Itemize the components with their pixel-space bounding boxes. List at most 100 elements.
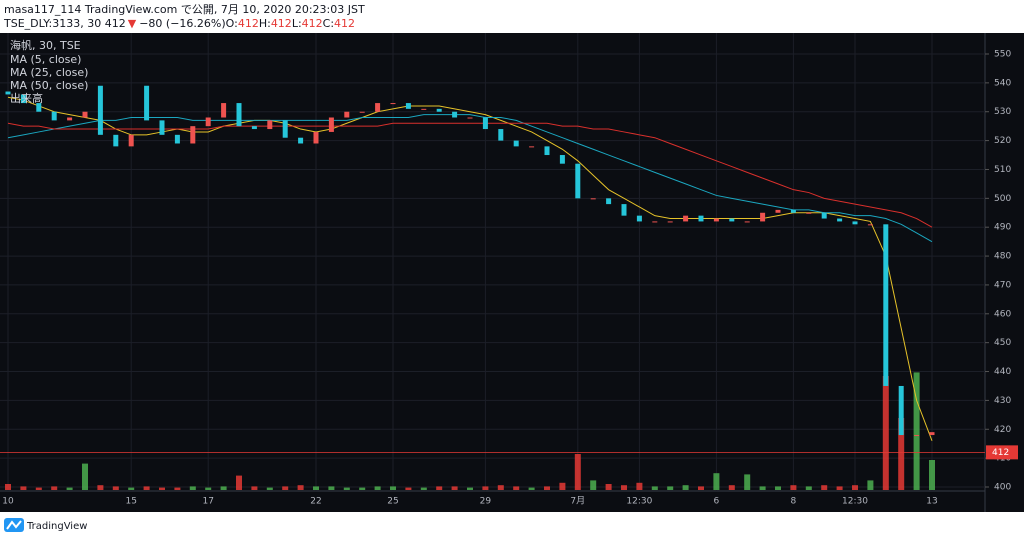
candle-body: [20, 94, 26, 104]
y-tick-label: 500: [994, 194, 1011, 204]
volume-bar: [128, 487, 135, 490]
candle-body: [159, 120, 165, 135]
x-tick-label: 12:30: [842, 497, 868, 507]
candle-body: [590, 198, 596, 200]
volume-bar: [35, 487, 42, 490]
candle-body: [821, 212, 827, 219]
candle-body: [806, 212, 812, 214]
candle-body: [190, 126, 196, 144]
x-tick-label: 12:30: [626, 497, 652, 507]
volume-bar: [682, 485, 689, 490]
volume-bar: [5, 484, 11, 490]
volume-bar: [220, 486, 227, 490]
candle-body: [498, 129, 504, 141]
candle-body: [113, 134, 119, 147]
candle-body: [513, 140, 519, 147]
candle-body: [544, 146, 550, 156]
legend-entry: MA (5, close): [10, 53, 81, 66]
volume-bar: [266, 487, 273, 490]
volume-bar: [405, 487, 412, 490]
candle-body: [82, 111, 88, 118]
chart-background: [0, 33, 1024, 512]
candle-body: [359, 111, 365, 113]
y-tick-label: 510: [994, 165, 1011, 175]
volume-bar: [698, 486, 704, 490]
x-tick-label: 6: [714, 497, 720, 507]
volume-bar: [497, 485, 504, 490]
volume-bar: [467, 487, 473, 490]
volume-bar: [112, 486, 119, 490]
volume-bar: [282, 486, 289, 490]
last-price-box: [986, 445, 1018, 460]
candle-body: [282, 120, 288, 138]
ohlc-value: 412: [334, 17, 355, 30]
candle-body: [898, 385, 904, 436]
ohlc-value: 412: [271, 17, 292, 30]
candle-body: [452, 111, 458, 118]
ohlc-label: C:: [323, 17, 334, 30]
y-tick-label: 420: [994, 425, 1011, 435]
last-price-label: 412: [992, 448, 1009, 458]
candle-body: [729, 218, 735, 222]
volume-bar: [867, 480, 874, 490]
volume-bar: [805, 486, 812, 490]
candle-body: [36, 103, 42, 112]
footer-brand: TradingView: [26, 521, 87, 532]
y-tick-label: 400: [994, 483, 1011, 493]
header-line: masa117_114 TradingView.com で公開, 7月 10, …: [4, 3, 365, 16]
volume-bar: [390, 486, 396, 490]
volume-bar: [821, 485, 828, 490]
candle-body: [713, 218, 719, 222]
legend-entry: MA (25, close): [10, 66, 88, 79]
legend-entry: 出来高: [10, 91, 43, 105]
candle-body: [5, 91, 11, 95]
y-tick-label: 470: [994, 280, 1011, 290]
y-tick-label: 480: [994, 252, 1011, 262]
candle-body: [174, 134, 180, 144]
volume-bar: [651, 486, 658, 490]
candle-body: [298, 137, 304, 144]
volume-bar: [82, 463, 88, 490]
candle-body: [144, 85, 150, 121]
candle-body: [837, 218, 843, 222]
volume-bar: [728, 485, 735, 490]
volume-bar: [20, 486, 27, 490]
ma-line: [7, 114, 933, 243]
candle-body: [636, 215, 642, 222]
candle-body: [97, 85, 103, 135]
volume-bar: [328, 486, 335, 490]
y-tick-label: 550: [994, 50, 1011, 60]
candle-body: [621, 204, 627, 216]
y-tick-label: 520: [994, 136, 1011, 146]
volume-bar: [51, 486, 58, 490]
candle-body: [529, 146, 535, 148]
volume-bar: [544, 486, 550, 490]
volume-bar: [236, 475, 242, 490]
x-tick-label: 29: [480, 497, 492, 507]
candle-body: [914, 435, 920, 437]
volume-bar: [420, 487, 427, 490]
candle-body: [405, 103, 411, 109]
logo: [4, 518, 24, 532]
candle-body: [683, 215, 689, 222]
candle-body: [775, 209, 781, 213]
candle-body: [867, 224, 873, 226]
volume-bar: [590, 480, 597, 490]
ohlc-value: 412: [238, 17, 259, 30]
candle-body: [790, 209, 796, 213]
candle-body: [852, 221, 858, 225]
x-tick-label: 7月: [570, 496, 585, 507]
volume-bar: [605, 484, 612, 490]
candle-body: [236, 103, 242, 127]
candle-body: [128, 134, 134, 147]
volume-bar: [882, 376, 889, 490]
header-change: −80 (−16.26%): [139, 17, 225, 30]
candle-body: [667, 221, 673, 223]
x-tick-label: 10: [2, 497, 14, 507]
candle-body: [390, 103, 396, 105]
candle-body: [313, 131, 319, 144]
volume-bar: [359, 487, 366, 490]
volume-bar: [482, 486, 489, 490]
volume-bar: [436, 486, 443, 490]
candle-body: [482, 117, 488, 130]
